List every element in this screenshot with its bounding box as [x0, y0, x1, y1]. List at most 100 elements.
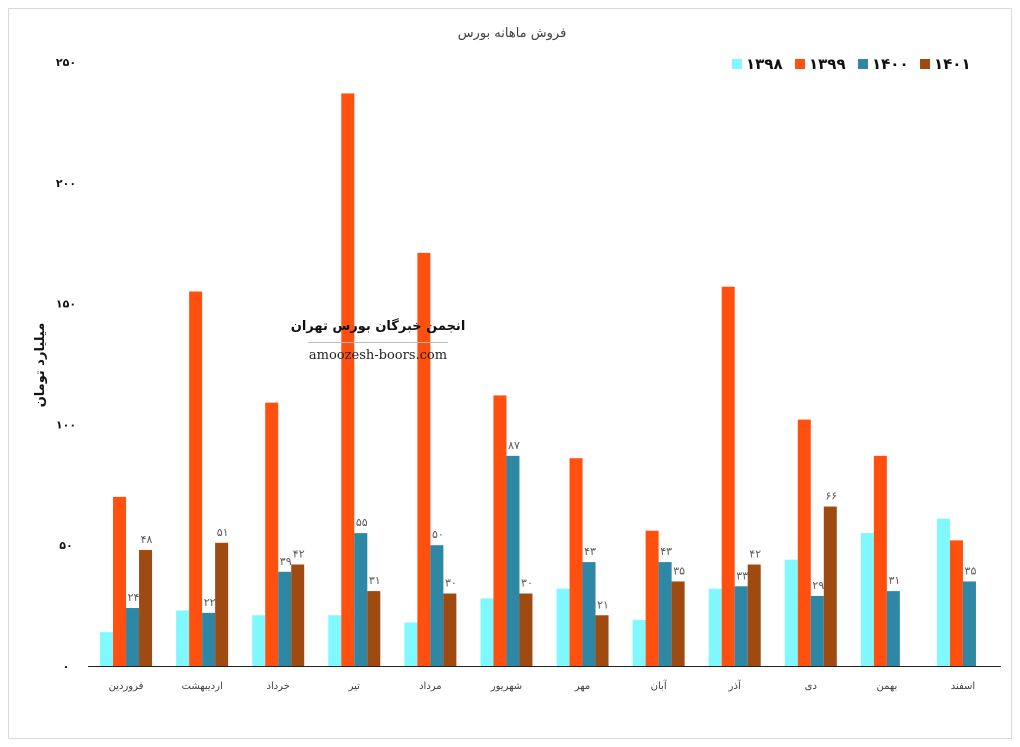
bar: [797, 419, 811, 666]
bar: [278, 571, 292, 666]
x-tick-label: بهمن: [876, 681, 897, 692]
bar: [645, 530, 659, 666]
legend: ۱۳۹۸ ۱۳۹۹ ۱۴۰۰ ۱۴۰۱: [732, 55, 971, 73]
data-label: ۴۳: [584, 545, 596, 558]
bar: [189, 291, 203, 666]
y-tick-label: ۱۵۰: [56, 298, 76, 311]
data-label: ۸۷: [508, 439, 520, 452]
x-tick-label: فروردین: [109, 681, 144, 692]
data-label: ۲۴: [128, 591, 140, 604]
watermark-url: amoozesh-boors.com: [309, 348, 447, 363]
bar: [367, 591, 381, 666]
bar: [747, 564, 761, 666]
y-tick-label: ۲۵۰: [56, 56, 76, 69]
legend-swatch: [732, 59, 742, 69]
data-label: ۴۸: [141, 533, 153, 546]
bar: [784, 559, 798, 666]
legend-swatch: [795, 59, 805, 69]
legend-swatch: [920, 59, 930, 69]
bar: [100, 632, 114, 666]
bar: [506, 455, 520, 666]
data-label: ۳۰: [521, 577, 533, 590]
bar: [202, 612, 216, 666]
data-label: ۳۵: [673, 564, 685, 577]
bar: [595, 615, 609, 666]
data-label: ۳۱: [888, 574, 900, 587]
data-label: ۳۹: [280, 555, 292, 568]
data-label: ۵۰: [432, 528, 444, 541]
y-tick-label: ۵۰: [59, 539, 72, 552]
bars: [100, 93, 976, 666]
bar: [430, 545, 444, 666]
data-label: ۳۵: [965, 564, 977, 577]
data-label: ۳۰: [445, 577, 457, 590]
bar: [860, 533, 874, 666]
bar: [708, 588, 722, 666]
bar: [176, 610, 190, 666]
bar: [734, 586, 748, 666]
data-label: ۲۹: [812, 579, 824, 592]
data-label: ۳۱: [369, 574, 381, 587]
bar: [341, 93, 355, 666]
y-tick-label: ۰: [63, 660, 70, 673]
watermark: انجمن خبرگان بورس تهران amoozesh-boors.c…: [291, 318, 466, 363]
bar: [569, 458, 583, 666]
x-axis-ticks: فروردین اردیبهشت خرداد تیر مرداد شهریور مهر آبا…: [109, 679, 976, 692]
legend-label: ۱۳۹۸: [746, 55, 783, 73]
bar: [328, 615, 342, 666]
bar: [291, 564, 305, 666]
bar: [721, 286, 735, 666]
x-tick-label: خرداد: [267, 681, 290, 692]
bar: [962, 581, 976, 666]
bar: [404, 622, 418, 666]
bar: [582, 562, 596, 666]
x-tick-label: آبان: [651, 679, 668, 692]
y-axis-ticks: ۰ ۵۰ ۱۰۰ ۱۵۰ ۲۰۰ ۲۵۰: [56, 56, 76, 673]
data-label: ۲۱: [597, 598, 609, 611]
data-label: ۴۲: [293, 548, 305, 561]
bar: [936, 518, 950, 666]
x-tick-label: دی: [805, 681, 817, 692]
bar: [949, 540, 963, 666]
y-tick-label: ۱۰۰: [56, 418, 76, 431]
bar: [215, 542, 229, 666]
data-label: ۶۶: [825, 490, 837, 503]
bar: [810, 595, 824, 666]
bar: [873, 455, 887, 666]
bar: [519, 593, 533, 666]
data-label: ۵۵: [356, 516, 368, 529]
y-tick-label: ۲۰۰: [56, 177, 76, 190]
bar: [139, 550, 153, 666]
x-tick-label: شهریور: [490, 681, 522, 692]
legend-swatch: [858, 59, 868, 69]
bar: [113, 496, 127, 666]
bar: [823, 506, 837, 666]
y-axis-label: میلیارد تومان: [33, 323, 48, 408]
data-label: ۳۳: [736, 569, 748, 582]
legend-label: ۱۴۰۱: [934, 55, 971, 73]
bar: [354, 533, 368, 666]
x-tick-label: اردیبهشت: [182, 681, 223, 692]
x-tick-label: مرداد: [419, 681, 442, 692]
bar: [493, 395, 507, 666]
legend-label: ۱۴۰۰: [872, 55, 909, 73]
data-label: ۴۳: [660, 545, 672, 558]
bar: [658, 562, 672, 666]
data-label: ۲۲: [204, 596, 216, 609]
x-tick-label: تیر: [348, 681, 361, 692]
x-tick-label: آذر: [728, 679, 742, 692]
x-tick-label: اسفند: [951, 681, 975, 692]
data-label: ۴۲: [749, 548, 761, 561]
chart-title: فروش ماهانه بورس: [458, 26, 567, 41]
bar: [632, 620, 646, 666]
bar: [671, 581, 685, 666]
bar: [417, 252, 431, 666]
bar: [265, 402, 279, 666]
bar: [126, 608, 140, 666]
bar: [556, 588, 570, 666]
watermark-title: انجمن خبرگان بورس تهران: [291, 318, 466, 334]
bar: [252, 615, 266, 666]
x-tick-label: مهر: [574, 681, 590, 692]
